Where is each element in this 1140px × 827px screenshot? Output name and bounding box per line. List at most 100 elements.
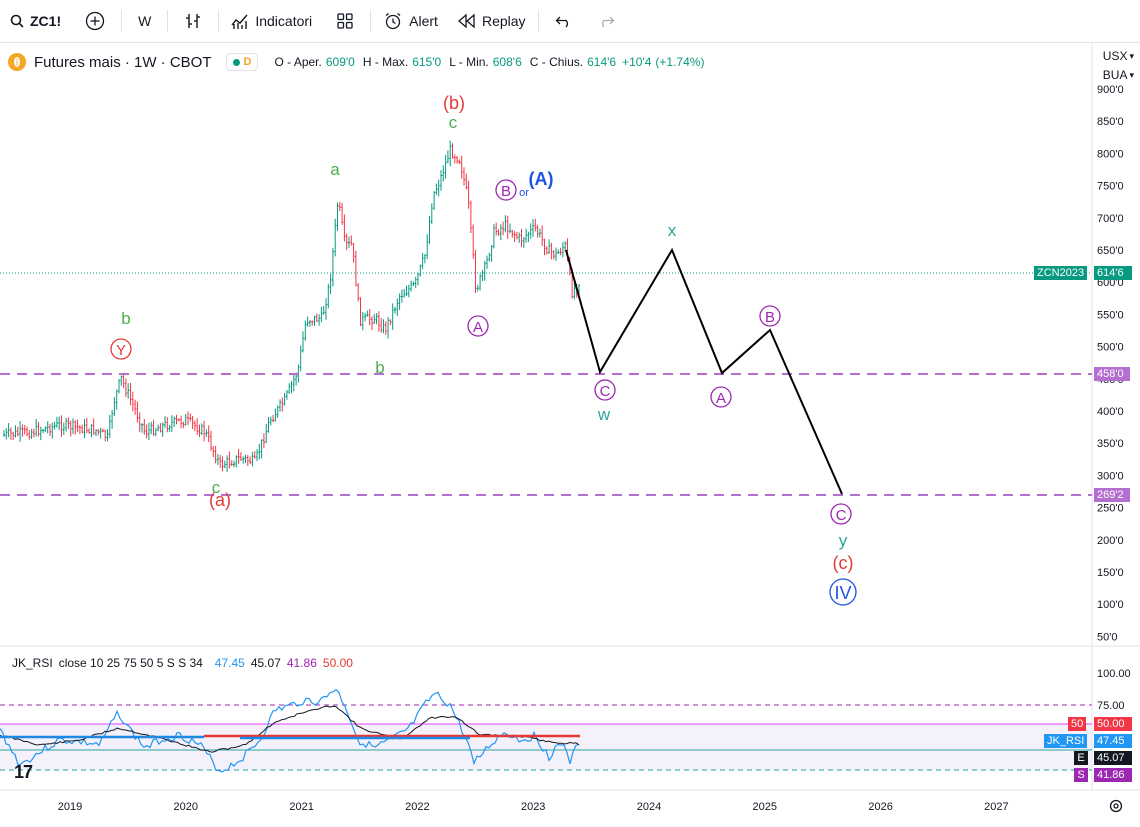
price-tick-label: 800'0 — [1097, 148, 1124, 160]
rsi-value-1: 47.45 — [214, 656, 245, 670]
rsi-tick-label: 75.00 — [1097, 700, 1125, 712]
alert-button[interactable]: Alert — [373, 0, 448, 43]
unit-label: BUA — [1102, 68, 1128, 82]
price-tick-label: 150'0 — [1097, 567, 1124, 579]
wave-label-b-green-left: b — [121, 309, 130, 328]
price-tick-label: 300'0 — [1097, 470, 1124, 482]
price-tick-label: 700'0 — [1097, 213, 1124, 225]
close-value: 614'6 — [587, 55, 617, 69]
price-tick-label: 850'0 — [1097, 116, 1124, 128]
price-chart[interactable]: 900'0 850'0 800'0 750'0 700'0 650'0 600'0 550'0… — [0, 43, 1140, 827]
price-tick-label: 550'0 — [1097, 309, 1124, 321]
rsi-s-tag: 41.86 — [1094, 768, 1132, 782]
open-label: O - Aper. — [274, 55, 322, 69]
delayed-data-badge: D — [243, 56, 252, 68]
price-tick-label: 350'0 — [1097, 438, 1124, 450]
price-tick-label: 100'0 — [1097, 599, 1124, 611]
chart-type-button[interactable] — [170, 0, 216, 43]
change-value: +10'4 — [622, 55, 652, 69]
time-axis: 2019 2020 2021 2022 2023 2024 2025 2026 2027 — [58, 801, 1009, 813]
wave-label-b-circle-top: B — [501, 183, 511, 200]
toolbar-divider — [370, 10, 372, 32]
symbol-legend[interactable]: Futures mais · 1W · CBOT D O - Aper. 609… — [8, 49, 713, 75]
wave-circle-iv — [829, 578, 857, 606]
chevron-down-icon: ▾ — [1129, 69, 1134, 80]
wave-circle-a-2 — [710, 386, 732, 408]
rsi-signal-line — [0, 705, 580, 753]
wave-circle-c-y — [830, 503, 852, 525]
unit-select[interactable]: BUA ▾ — [1102, 68, 1134, 82]
rsi-value-tag: 47.45 — [1094, 734, 1132, 748]
price-tick-label: 250'0 — [1097, 503, 1124, 515]
open-value: 609'0 — [325, 55, 355, 69]
compare-symbol-button[interactable] — [71, 0, 119, 43]
replay-label: Replay — [481, 13, 526, 29]
wave-label-or: or — [519, 187, 529, 199]
wave-circle-b-top — [495, 179, 517, 201]
time-tick-label: 2019 — [58, 801, 82, 813]
tradingview-logo[interactable]: 17 — [14, 762, 33, 782]
change-percent: (+1.74%) — [655, 55, 705, 69]
rsi-value-4: 50.00 — [322, 656, 353, 670]
indicators-button[interactable]: Indicatori — [221, 0, 322, 43]
time-tick-label: 2023 — [521, 801, 545, 813]
rsi-50-left-tag: 50 — [1068, 717, 1086, 731]
price-axis: 900'0 850'0 800'0 750'0 700'0 650'0 600'0 550'0… — [1097, 84, 1131, 712]
time-tick-label: 2022 — [405, 801, 429, 813]
rsi-tick-label: 100.00 — [1097, 668, 1131, 680]
price-tick-label: 500'0 — [1097, 342, 1124, 354]
price-tick-label: 600'0 — [1097, 277, 1124, 289]
replay-button[interactable]: Replay — [448, 0, 536, 43]
wave-label-a-blue: (A) — [529, 169, 554, 189]
redo-button[interactable] — [587, 0, 625, 43]
symbol-search-button[interactable]: ZC1! — [0, 0, 71, 43]
wave-label-b-top: (b) — [443, 93, 465, 113]
wave-label-iv-blue: IV — [834, 583, 851, 603]
alert-label: Alert — [409, 13, 438, 29]
currency-select[interactable]: USX ▾ — [1102, 49, 1134, 63]
undo-button[interactable] — [541, 0, 587, 43]
time-tick-label: 2027 — [984, 801, 1008, 813]
interval-button[interactable]: W — [124, 0, 165, 43]
rsi-params: close 10 25 75 50 5 S S 34 — [58, 656, 203, 670]
bars-chart-icon — [186, 14, 201, 28]
chevron-down-icon: ▾ — [1129, 50, 1134, 61]
price-bars — [3, 140, 580, 472]
axis-settings-button[interactable] — [1108, 798, 1124, 819]
indicators-icon — [231, 14, 248, 29]
contract-name-tag: ZCN2023 — [1034, 266, 1088, 280]
wave-circle-a — [467, 315, 489, 337]
wave-label-a-circle-2: A — [716, 390, 726, 407]
rsi-e-tag: 45.07 — [1094, 751, 1132, 765]
top-toolbar: ZC1! W Indicatori Alert Replay — [0, 0, 1140, 43]
wave-label-y: y — [839, 531, 848, 550]
symbol-label: ZC1! — [30, 13, 62, 29]
corn-logo-icon — [8, 53, 26, 71]
symbol-title[interactable]: Futures mais · 1W · CBOT — [34, 53, 212, 71]
time-tick-label: 2025 — [753, 801, 777, 813]
wave-label-a-green: a — [330, 160, 340, 179]
price-tick-label: 50'0 — [1097, 631, 1117, 643]
ohlc-values: O - Aper. 609'0 H - Max. 615'0 L - Min. … — [274, 55, 704, 69]
wave-label-c-circle-y: C — [836, 507, 847, 524]
alarm-clock-icon — [385, 12, 401, 30]
wave-circle-c-w — [594, 379, 616, 401]
wave-label-a-circle: A — [473, 319, 483, 336]
toolbar-divider — [167, 10, 169, 32]
wave-circle-b-2 — [759, 305, 781, 327]
rewind-icon — [457, 13, 475, 29]
indicators-label: Indicatori — [255, 13, 313, 29]
market-open-dot-icon — [232, 58, 240, 66]
rsi-name-tag: JK_RSI — [1044, 734, 1088, 748]
rsi-value-2: 45.07 — [250, 656, 281, 670]
wave-label-c-green-low: c — [212, 478, 221, 497]
templates-button[interactable] — [322, 0, 368, 43]
search-icon — [10, 14, 24, 28]
layout-grid-icon — [337, 13, 353, 29]
rsi-legend[interactable]: JK_RSI close 10 25 75 50 5 S S 34 47.45 … — [12, 656, 353, 670]
wave-label-b-circle-2: B — [765, 309, 775, 326]
projection-path[interactable] — [565, 247, 843, 495]
toolbar-divider — [121, 10, 123, 32]
close-label: C - Chius. — [529, 55, 584, 69]
market-status-badge[interactable]: D — [225, 53, 259, 71]
